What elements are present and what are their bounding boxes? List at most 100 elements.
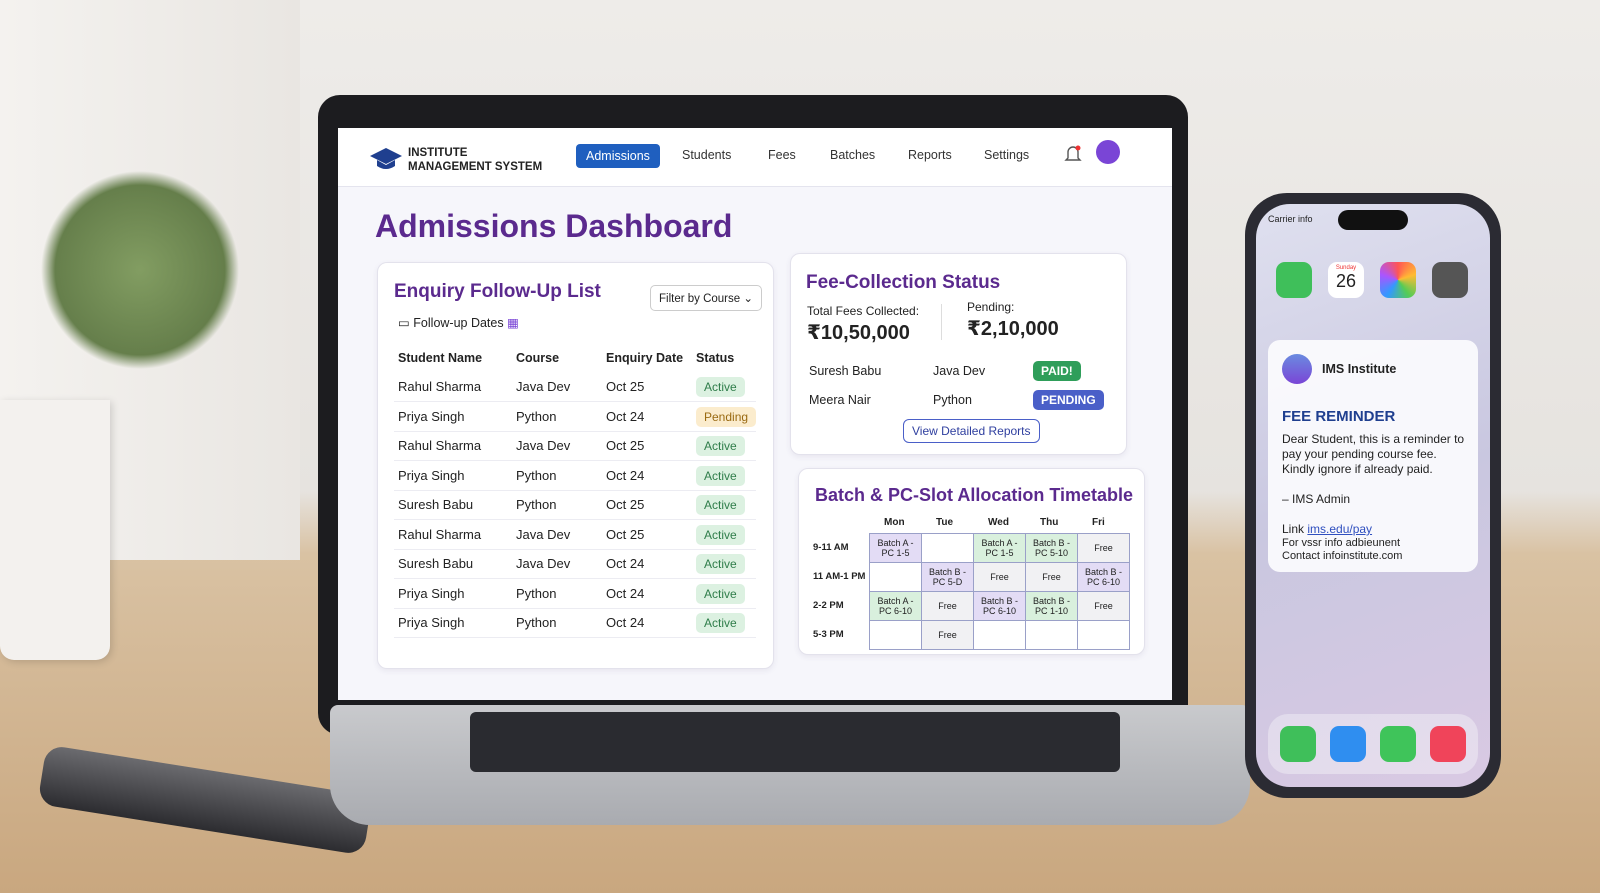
divider (941, 304, 942, 340)
enquiry-panel: Enquiry Follow-Up List Filter by Course … (377, 262, 774, 669)
nav-item[interactable]: Students (682, 148, 732, 162)
table-cell: Python (516, 615, 557, 630)
dock-icon[interactable] (1330, 726, 1366, 762)
timetable-panel: Batch & PC-Slot Allocation Timetable Mon… (798, 468, 1145, 655)
status-badge: Active (696, 524, 745, 545)
table-cell: Priya Singh (398, 467, 465, 483)
dock-icon[interactable] (1380, 726, 1416, 762)
pending-value: ₹2,10,000 (967, 318, 1059, 340)
dynamic-island (1338, 210, 1408, 230)
nav-item[interactable]: Fees (768, 148, 796, 162)
table-cell: Oct 24 (606, 615, 645, 630)
timetable-cell: Free (1077, 591, 1130, 621)
plant (40, 170, 240, 370)
brand-line: INSTITUTE (408, 147, 468, 159)
dates-label: Follow-up Dates (413, 316, 504, 330)
timetable-cell: Batch B - PC 6-10 (973, 591, 1026, 621)
slot-label: 5-3 PM (813, 629, 844, 640)
status-badge: Active (696, 465, 745, 486)
phone-screen: Carrier info Sunday 26 IMS Institute FEE… (1256, 204, 1490, 787)
timetable-cell: Batch A - PC 1-5 (869, 533, 922, 563)
day-header: Tue (936, 517, 954, 528)
row-divider (394, 430, 756, 432)
nav-item[interactable]: Admissions (576, 144, 660, 168)
dates-filter[interactable]: ▭ Follow-up Dates ▦ (398, 316, 519, 330)
status-badge: Active (696, 377, 745, 397)
timetable-cell: Batch A - PC 1-5 (973, 533, 1026, 563)
status-badge: Pending (696, 406, 757, 427)
app-icon[interactable] (1276, 262, 1312, 298)
table-cell: Oct 25 (606, 497, 645, 512)
calendar-day: Sunday (1335, 265, 1357, 271)
fee-badge: PENDING (1033, 390, 1104, 410)
bell-icon[interactable] (1064, 144, 1082, 164)
table-cell: Java Dev (516, 556, 571, 571)
plant-pot (0, 400, 110, 660)
nav-item[interactable]: Batches (830, 148, 876, 162)
filter-label: Filter by Course (659, 293, 741, 305)
table-cell: Rahul Sharma (398, 379, 482, 394)
timetable-cell: Free (1025, 562, 1078, 592)
fee-panel: Fee-Collection Status Total Fees Collect… (790, 253, 1127, 455)
timetable-cell (973, 620, 1026, 650)
notification-sign: – IMS Admin (1282, 492, 1351, 506)
calendar-date: 26 (1335, 271, 1357, 291)
fee-cell: Python (933, 393, 972, 407)
keyboard (470, 712, 1120, 772)
pending-label: Pending: (967, 300, 1015, 314)
timetable-cell: Free (921, 620, 974, 650)
timetable-cell (1025, 620, 1078, 650)
table-cell: Suresh Babu (398, 556, 474, 571)
app-icon[interactable] (1432, 262, 1468, 298)
nav-item[interactable]: Reports (908, 148, 952, 162)
table-cell: Python (516, 585, 557, 601)
panel-title: Batch & PC-Slot Allocation Timetable (815, 485, 1134, 505)
table-cell: Rahul Sharma (398, 438, 482, 453)
table-cell: Oct 24 (606, 467, 645, 483)
status-badge: Active (696, 436, 745, 456)
page-title: Admissions Dashboard (375, 208, 733, 244)
table-cell: Python (516, 497, 557, 512)
day-header: Wed (988, 517, 1009, 528)
link-line: Link ims.edu/pay (1282, 522, 1372, 536)
notification-footer: For vssr info adbieunent Contact infoins… (1282, 537, 1402, 563)
nav-bar: INSTITUTE MANAGEMENT SYSTEM Admissions St… (338, 128, 1172, 187)
panel-title: Enquiry Follow-Up List (394, 281, 601, 302)
small-phone (37, 744, 373, 856)
link[interactable]: ims.edu/pay (1307, 522, 1373, 536)
app-icon[interactable] (1380, 262, 1416, 298)
timetable-cell: Batch B - PC 5-D (921, 562, 974, 592)
table-cell: Suresh Babu (398, 497, 474, 512)
status-badge: Active (696, 613, 745, 633)
row-divider (394, 548, 756, 550)
slot-label: 2-2 PM (813, 600, 844, 611)
table-cell: Java Dev (516, 526, 571, 542)
row-divider (394, 607, 756, 609)
table-cell: Python (516, 408, 557, 424)
table-cell: Priya Singh (398, 585, 465, 601)
timetable-cell (869, 562, 922, 592)
dock-icon[interactable] (1430, 726, 1466, 762)
row-divider (394, 489, 756, 491)
fee-cell: Meera Nair (809, 393, 871, 407)
footer-line: Contact infoinstitute.com (1282, 550, 1403, 562)
timetable-cell: Batch B - PC 6-10 (1077, 562, 1130, 592)
avatar[interactable] (1096, 140, 1120, 164)
notification-heading: FEE REMINDER (1282, 408, 1396, 425)
timetable-cell: Batch B - PC 1-10 (1025, 591, 1078, 621)
notification[interactable]: IMS Institute FEE REMINDER Dear Student,… (1268, 340, 1478, 572)
carrier: Carrier info (1268, 214, 1313, 224)
dock-icon[interactable] (1280, 726, 1316, 762)
nav-item[interactable]: Settings (984, 148, 1030, 162)
calendar-icon[interactable]: Sunday 26 (1328, 262, 1364, 298)
app-logo (1282, 354, 1312, 384)
table-cell: Java Dev (516, 438, 571, 453)
view-reports-button[interactable]: View Detailed Reports (903, 419, 1040, 443)
row-divider (394, 401, 756, 402)
column-header: Student Name (398, 351, 483, 365)
fee-badge: PAID! (1033, 361, 1081, 381)
table-cell: Oct 24 (606, 585, 645, 601)
panel-title: Fee-Collection Status (806, 272, 1001, 293)
filter-dropdown[interactable]: Filter by Course ⌄ (650, 285, 763, 311)
